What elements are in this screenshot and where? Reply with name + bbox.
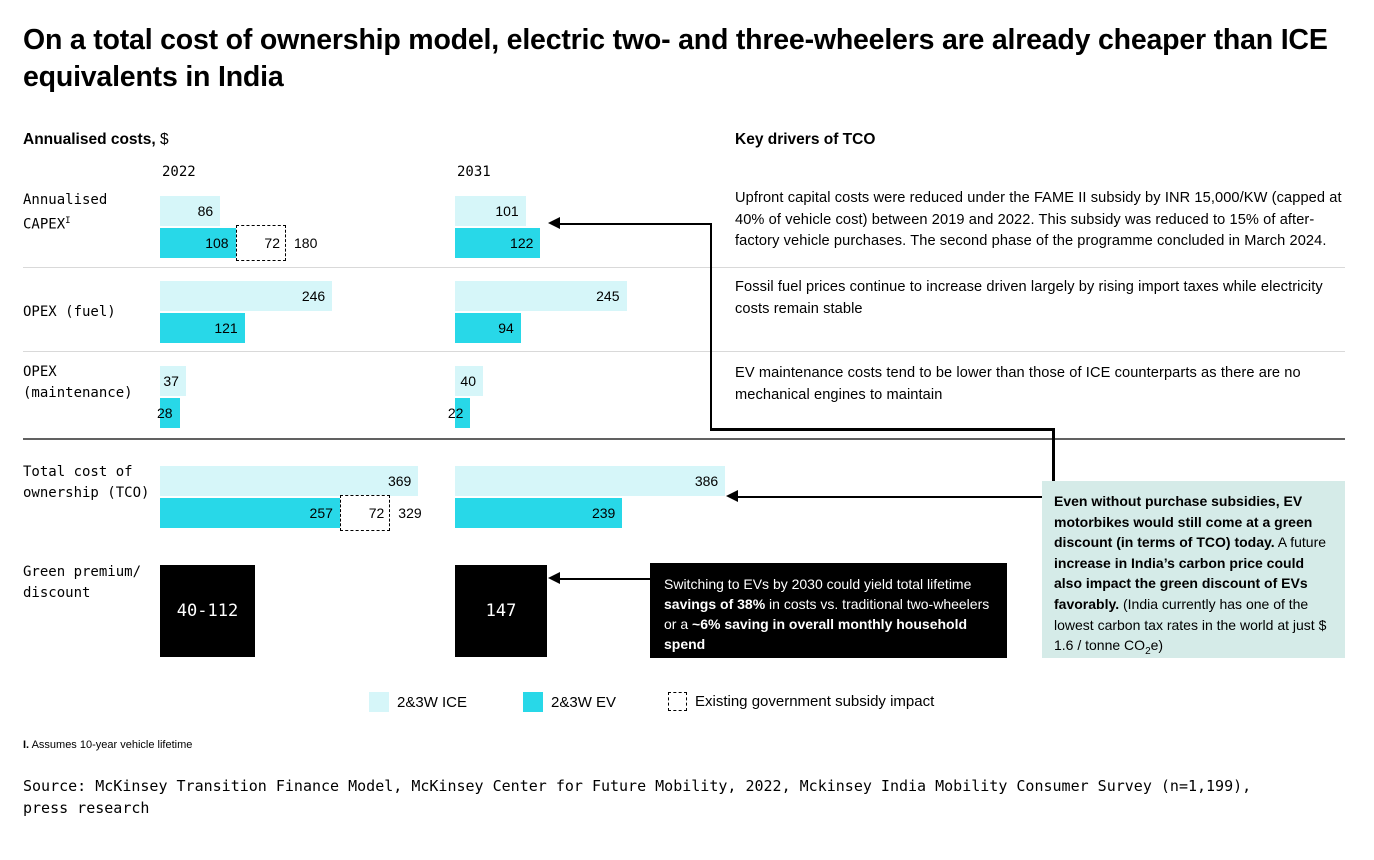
bar-ev: 239	[455, 498, 623, 528]
callout-text-segment: e)	[1150, 637, 1164, 654]
legend-item-ice: 2&3W ICE	[369, 692, 467, 712]
row-label-green-premium: Green premium/discount	[23, 564, 142, 601]
ice-swatch-icon	[369, 692, 389, 712]
connector-mid-horizontal	[709, 428, 1055, 431]
bar-ev: 121	[160, 313, 245, 343]
legend-item-ev: 2&3W EV	[523, 692, 616, 712]
arrowhead-capex-2031	[548, 217, 560, 229]
bar-ice: 246	[160, 281, 333, 311]
bar-ev: 22	[448, 398, 471, 428]
row-label: OPEX (maintenance)	[23, 364, 133, 401]
bar-ev: 108	[160, 228, 236, 258]
callout-text-segment: (India currently has one of the lowest c…	[1054, 595, 1327, 654]
year-label-2022: 2022	[162, 164, 196, 180]
callout-text-segment: Even without purchase subsidies, EV moto…	[1054, 493, 1313, 551]
key-driver-capex: Upfront capital costs were reduced under…	[735, 190, 1342, 249]
footnote: I. Assumes 10-year vehicle lifetime	[23, 739, 192, 751]
legend-label-ev: 2&3W EV	[551, 693, 617, 711]
subsidy-impact-box: 72	[339, 495, 391, 531]
bar-value-ice: 386	[694, 473, 719, 489]
year-label-2031: 2031	[457, 164, 491, 180]
bar-ice: 369	[160, 466, 419, 496]
key-driver-fuel: Fossil fuel prices continue to increase …	[735, 279, 1323, 317]
callout-text-segment: in costs vs. traditional two-wheelers or…	[664, 596, 990, 632]
green-premium-box: 40-112	[160, 565, 255, 657]
arrowhead-green-premium-2031	[548, 572, 560, 584]
callout-text-segment: A future	[1274, 534, 1327, 551]
callout-text-segment: savings of 38%	[664, 596, 766, 612]
bar-value-ev: 108	[205, 235, 229, 251]
subsidy-value: 72	[368, 505, 385, 521]
subsidy-impact-box: 72	[235, 225, 286, 261]
bar-ice: 86	[160, 196, 221, 226]
bar-value-ev: 122	[510, 235, 534, 251]
source-line: Source: McKinsey Transition Finance Mode…	[23, 777, 1252, 817]
total-with-subsidy-label: 180	[294, 235, 318, 251]
bar-ev: 257	[160, 498, 340, 528]
subsidy-callout: Even without purchase subsidies, EV moto…	[1042, 481, 1345, 658]
bar-value-ice: 86	[197, 203, 214, 219]
callout-text-segment: Switching to EVs by 2030 could yield tot…	[664, 576, 972, 592]
chart-title: Annualised costs, $	[23, 131, 169, 149]
callout-text-segment: increase in India’s carbon price could a…	[1054, 554, 1308, 612]
bar-ice: 386	[455, 466, 726, 496]
connector-capex-vertical	[709, 222, 712, 431]
bar-value-ev: 22	[447, 405, 464, 421]
connector-capex-horizontal	[558, 222, 712, 225]
connector-green-premium	[558, 577, 650, 580]
bar-ev: 94	[455, 313, 521, 343]
ev-swatch-icon	[523, 692, 543, 712]
footnote-mark: I.	[23, 739, 30, 751]
bar-value-ice: 37	[163, 373, 179, 389]
callout-text-segment: 2	[1145, 645, 1151, 657]
legend-item-subsidy: Existing government subsidy impact	[668, 692, 934, 711]
chart-title-bold: Annualised costs,	[23, 131, 156, 148]
footnote-text: Assumes 10-year vehicle lifetime	[29, 739, 193, 751]
chart-title-unit: $	[155, 131, 169, 148]
connector-teal-vertical	[1052, 428, 1055, 483]
row-label: OPEX (fuel)	[23, 304, 116, 320]
legend-label-ice: 2&3W ICE	[397, 693, 468, 711]
bar-ice: 245	[455, 281, 627, 311]
bar-value-ice: 245	[596, 288, 620, 304]
green-premium-box: 147	[455, 565, 547, 657]
bar-value-ev: 121	[214, 320, 238, 336]
key-drivers-title: Key drivers of TCO	[735, 131, 876, 148]
legend-label-subsidy: Existing government subsidy impact	[695, 693, 935, 710]
total-with-subsidy-label: 329	[398, 505, 422, 521]
subsidy-swatch-icon	[668, 692, 687, 711]
bar-value-ice: 40	[460, 373, 476, 389]
arrowhead-tco-2031	[726, 490, 738, 502]
bar-ev: 28	[157, 398, 180, 428]
row-label: Total cost of ownership (TCO)	[23, 464, 150, 501]
bar-value-ev: 94	[498, 320, 514, 336]
bar-value-ev: 239	[591, 505, 616, 521]
bar-ice: 101	[455, 196, 526, 226]
divider-fuel	[23, 351, 1345, 352]
connector-tco-horizontal	[736, 495, 1042, 498]
divider-maintenance	[23, 438, 1345, 440]
bar-value-ev: 257	[309, 505, 333, 521]
bar-value-ev: 28	[157, 405, 173, 421]
bar-value-ice: 101	[495, 203, 519, 219]
savings-callout: Switching to EVs by 2030 could yield tot…	[650, 563, 1007, 658]
bar-ev: 122	[455, 228, 541, 258]
row-label: Annualised CAPEXI	[23, 192, 108, 233]
bar-value-ice: 369	[387, 473, 412, 489]
divider-capex	[23, 267, 1345, 268]
bar-ice: 40	[455, 366, 483, 396]
callout-text-segment: ~6% saving in overall monthly household …	[664, 616, 968, 652]
key-driver-maintenance: EV maintenance costs tend to be lower th…	[735, 365, 1301, 403]
page-title: On a total cost of ownership model, elec…	[23, 24, 1328, 93]
bar-ice: 37	[160, 366, 186, 396]
subsidy-value: 72	[264, 235, 280, 251]
bar-value-ice: 246	[301, 288, 326, 304]
